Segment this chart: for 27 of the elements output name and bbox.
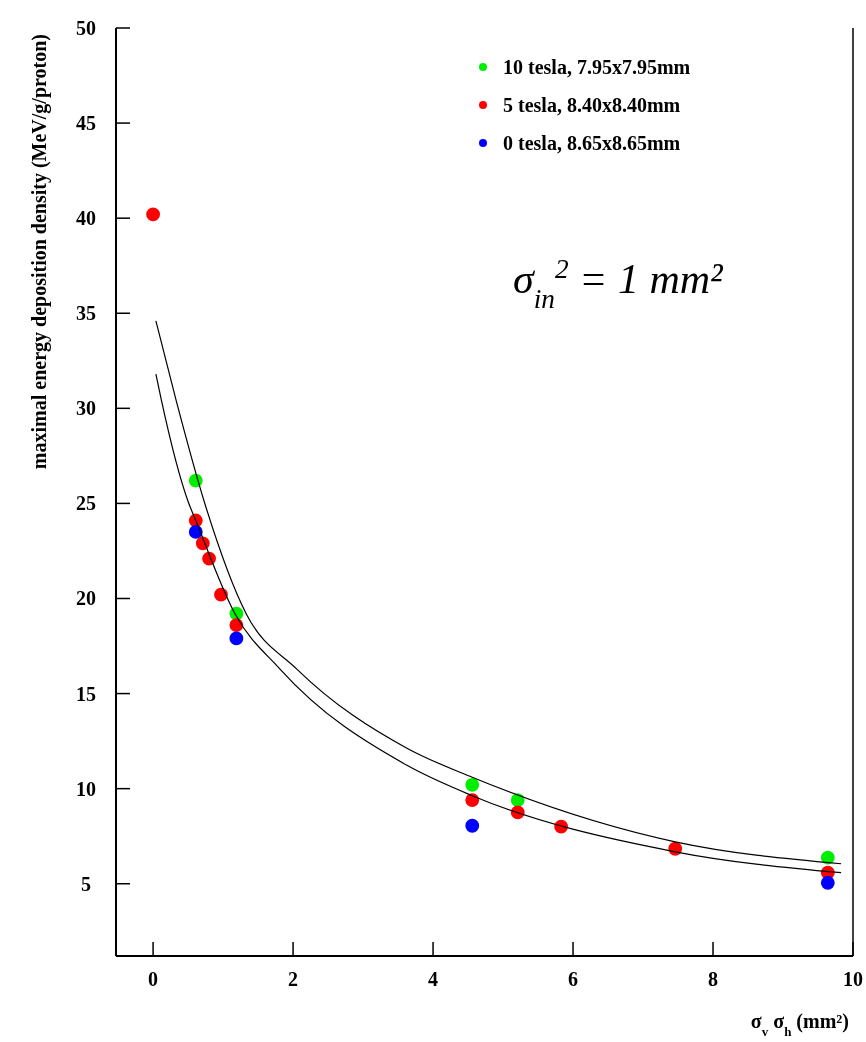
y-tick-label: 5 — [81, 872, 91, 895]
y-tick-label: 35 — [76, 302, 96, 325]
x-tick-label: 0 — [148, 968, 159, 990]
legend-label: 10 tesla, 7.95x7.95mm — [503, 56, 691, 78]
y-axis-title: maximal energy deposition density (MeV/g/proton) — [28, 34, 51, 470]
x-axis-title: σ$_{v}$ σ$_{h}$ (mm²) — [750, 1010, 849, 1039]
y-tick-label: 30 — [76, 397, 96, 420]
y-tick-label: 15 — [76, 682, 96, 705]
legend-label: 0 tesla, 8.65x8.65mm — [503, 132, 681, 154]
x-tick-label: 8 — [708, 968, 719, 990]
y-tick-label: 40 — [76, 207, 96, 230]
x-tick-label: 6 — [568, 968, 579, 990]
point — [465, 777, 480, 792]
point — [146, 207, 160, 222]
x-tick-label: 2 — [288, 968, 299, 990]
y-tick-label: 45 — [76, 112, 96, 135]
legend-label: 5 tesla, 8.40x8.40mm — [503, 94, 681, 116]
point — [229, 631, 244, 646]
point — [465, 818, 480, 833]
x-tick-label: 4 — [428, 968, 439, 990]
x-tick-label: 10 — [843, 968, 863, 990]
y-tick-label: 50 — [76, 17, 96, 39]
point — [820, 875, 835, 890]
annotation: σ$_{in}$$^{2}$ = 1 mm² — [513, 254, 725, 314]
y-tick-label: 25 — [76, 492, 96, 515]
y-tick-label: 10 — [76, 777, 96, 800]
y-tick-label: 20 — [76, 587, 96, 610]
